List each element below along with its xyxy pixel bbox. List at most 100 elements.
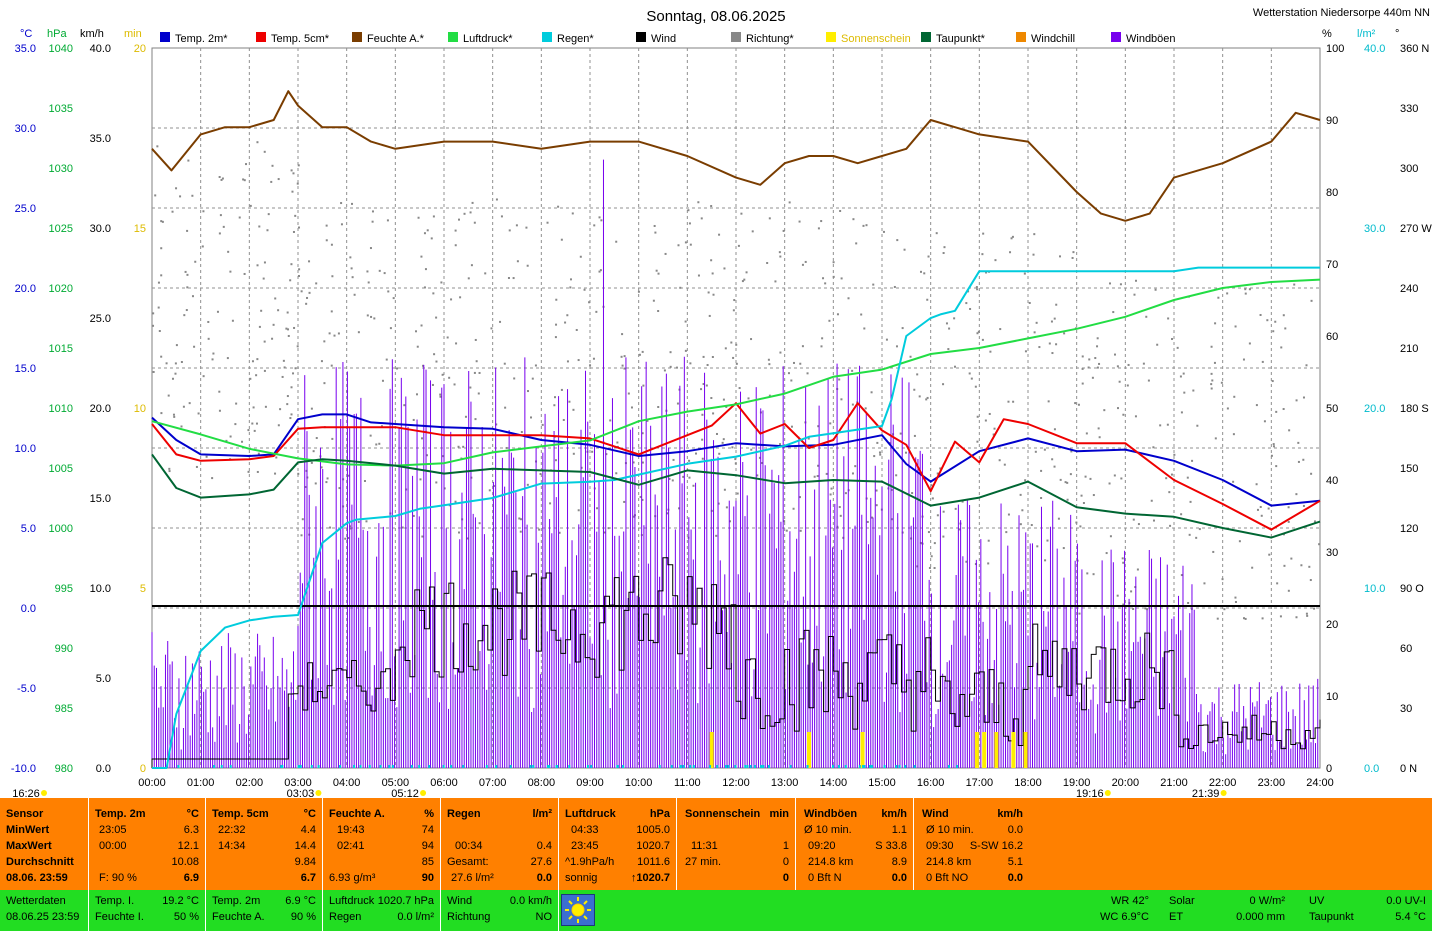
axis-tick-time: 02:00 bbox=[236, 777, 264, 789]
axis-tick-time: 10:00 bbox=[625, 777, 653, 789]
wind-direction-dot bbox=[160, 220, 163, 223]
wind-direction-dot bbox=[326, 477, 329, 480]
wind-direction-dot bbox=[245, 163, 248, 166]
rain-tick bbox=[746, 765, 749, 768]
axis-tick-deg: 180 S bbox=[1400, 403, 1429, 415]
boeen-r2-time: 09:20 bbox=[808, 840, 836, 852]
wind-direction-dot bbox=[156, 145, 159, 148]
wind-direction-dot bbox=[1096, 345, 1099, 348]
wind-direction-dot bbox=[471, 201, 474, 204]
wind-direction-dot bbox=[813, 475, 816, 478]
wind-direction-dot bbox=[253, 429, 256, 432]
wind-direction-dot bbox=[970, 377, 973, 380]
current-wind: 0.0 km/h bbox=[509, 895, 552, 907]
wind-direction-dot bbox=[710, 397, 713, 400]
wind-direction-dot bbox=[1050, 320, 1053, 323]
rain-tick bbox=[749, 765, 752, 768]
wind-direction-dot bbox=[211, 358, 214, 361]
rain-tick bbox=[299, 765, 302, 768]
axis-tick-hpa: 1025 bbox=[49, 223, 73, 235]
wind-direction-dot bbox=[255, 374, 258, 377]
wind-direction-dot bbox=[1167, 317, 1170, 320]
wind-direction-dot bbox=[454, 500, 457, 503]
current-tp: 5.4 °C bbox=[1395, 911, 1426, 923]
stats-luftdruck-column: Luftdruck hPa 04:33 1005.0 23:45 1020.7 ^1.… bbox=[558, 798, 676, 890]
wind-direction-dot bbox=[870, 516, 873, 519]
wind-direction-dot bbox=[801, 263, 804, 266]
legend-label: Regen* bbox=[557, 33, 594, 45]
axis-tick-hpa: 1015 bbox=[49, 343, 73, 355]
wind-direction-dot bbox=[701, 413, 704, 416]
stats-sonne-column: Sonnenschein min 11:31 1 27 min. 0 0 bbox=[676, 798, 795, 890]
wind-direction-dot bbox=[450, 298, 453, 301]
wind-direction-dot bbox=[710, 205, 713, 208]
wind-direction-dot bbox=[160, 412, 163, 415]
wind-direction-dot bbox=[293, 326, 296, 329]
axis-tick-min: 20 bbox=[134, 43, 146, 55]
wind-direction-dot bbox=[879, 453, 882, 456]
axis-tick-time: 19:00 bbox=[1063, 777, 1091, 789]
rain-tick bbox=[863, 765, 866, 768]
regen-r2-time: 00:34 bbox=[455, 840, 483, 852]
axis-tick-time: 07:00 bbox=[479, 777, 507, 789]
wind-direction-dot bbox=[560, 388, 563, 391]
current-et: 0.000 mm bbox=[1236, 911, 1285, 923]
wind-direction-dot bbox=[706, 364, 709, 367]
wind-direction-dot bbox=[820, 345, 823, 348]
wind-direction-dot bbox=[271, 164, 274, 167]
wind-direction-dot bbox=[420, 437, 423, 440]
current-solar-cell: Solar 0 W/m² ET 0.000 mm bbox=[1167, 890, 1307, 931]
wind-direction-dot bbox=[182, 405, 185, 408]
rain-tick bbox=[379, 765, 382, 768]
wind-direction-dot bbox=[296, 345, 299, 348]
wind-direction-dot bbox=[174, 372, 177, 375]
axis-tick-time: 09:00 bbox=[576, 777, 604, 789]
wind-direction-dot bbox=[281, 375, 284, 378]
wind-direction-dot bbox=[211, 477, 214, 480]
wind-direction-dot bbox=[263, 340, 266, 343]
wind-direction-dot bbox=[1047, 400, 1050, 403]
wind-direction-dot bbox=[314, 482, 317, 485]
axis-tick-time: 11:00 bbox=[674, 777, 701, 789]
wind-direction-dot bbox=[473, 371, 476, 374]
wind-direction-dot bbox=[851, 403, 854, 406]
axis-tick-time: 08:00 bbox=[528, 777, 556, 789]
wind-direction-dot bbox=[695, 452, 698, 455]
wind-direction-dot bbox=[337, 332, 340, 335]
wind-direction-dot bbox=[1234, 600, 1237, 603]
wind-direction-dot bbox=[1040, 497, 1043, 500]
wind-direction-dot bbox=[416, 345, 419, 348]
wind-direction-dot bbox=[768, 394, 771, 397]
unit-hpa: hPa bbox=[47, 28, 67, 40]
wind-direction-dot bbox=[457, 445, 460, 448]
wind-direction-dot bbox=[817, 425, 820, 428]
wind-direction-dot bbox=[918, 395, 921, 398]
wind-direction-dot bbox=[160, 274, 163, 277]
boeen-bft: 0 Bft N bbox=[808, 872, 842, 884]
temp2m-avg: 10.08 bbox=[171, 856, 199, 868]
wind-direction-dot bbox=[173, 415, 176, 418]
wind-direction-dot bbox=[872, 283, 875, 286]
wind-direction-dot bbox=[1280, 346, 1283, 349]
legend-swatch-square-icon bbox=[448, 32, 458, 42]
wind-direction-dot bbox=[455, 342, 458, 345]
x-marker-label: 16:26 bbox=[12, 788, 40, 800]
wind-direction-dot bbox=[157, 306, 160, 309]
axis-tick-temp: 0.0 bbox=[21, 603, 36, 615]
wind-direction-dot bbox=[735, 343, 738, 346]
wind-direction-dot bbox=[824, 282, 827, 285]
wind-direction-dot bbox=[710, 259, 713, 262]
wind-direction-dot bbox=[431, 383, 434, 386]
wind-direction-dot bbox=[1267, 507, 1270, 510]
wind-direction-dot bbox=[1055, 343, 1058, 346]
wind-direction-dot bbox=[1142, 362, 1145, 365]
wind-direction-dot bbox=[975, 286, 978, 289]
wind-direction-dot bbox=[1053, 428, 1056, 431]
current-druck-label: Luftdruck bbox=[329, 895, 375, 907]
wind-direction-dot bbox=[701, 457, 704, 460]
wind-direction-dot bbox=[174, 362, 177, 365]
wind-direction-dot bbox=[663, 369, 666, 372]
wind-direction-dot bbox=[277, 424, 280, 427]
wind-direction-dot bbox=[854, 465, 857, 468]
wind-direction-dot bbox=[249, 204, 252, 207]
